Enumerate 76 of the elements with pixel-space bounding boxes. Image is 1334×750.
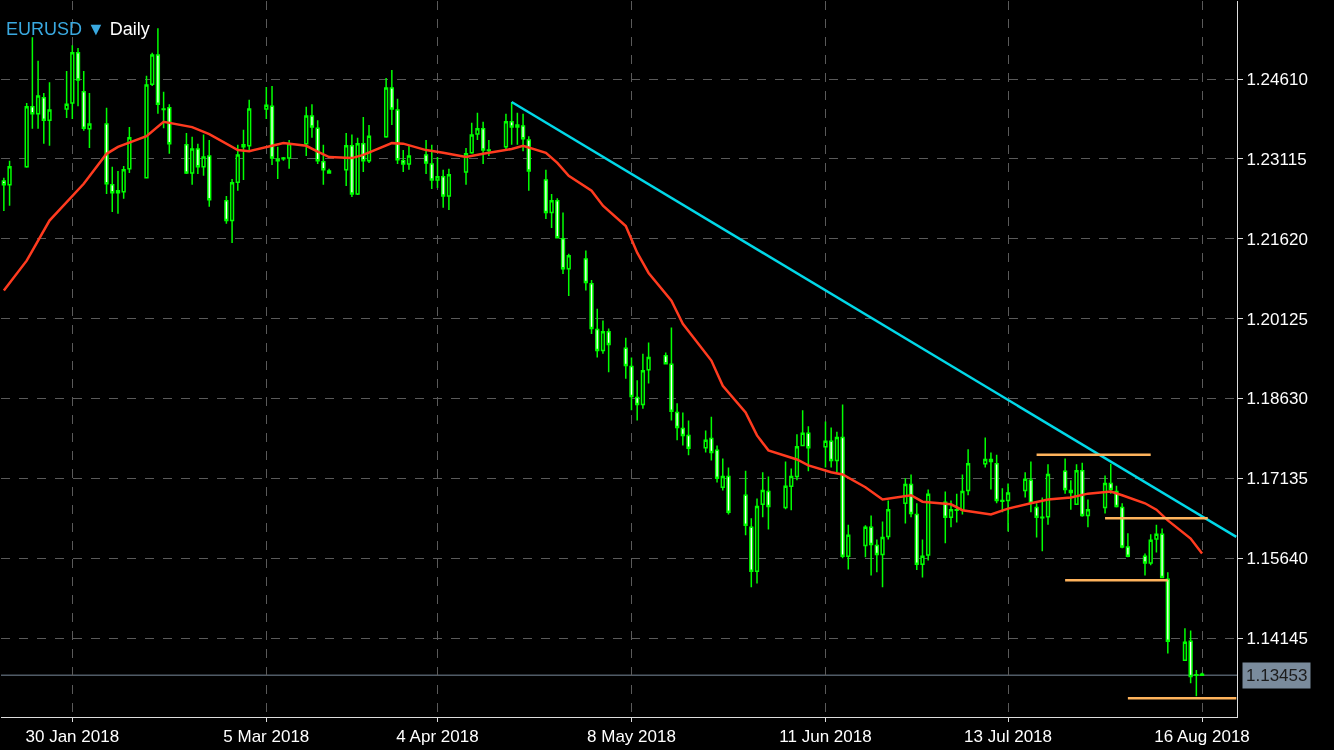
y-tick-label: 1.14145 bbox=[1246, 629, 1308, 649]
candlestick bbox=[1085, 498, 1091, 529]
candlestick bbox=[600, 319, 606, 355]
candlestick bbox=[754, 497, 760, 585]
candlestick bbox=[309, 103, 315, 139]
candlestick bbox=[463, 147, 469, 186]
text: EURUSD ▼ bbox=[5, 19, 105, 40]
line-series bbox=[2, 120, 1204, 555]
candlestick bbox=[948, 499, 954, 529]
candlestick bbox=[886, 499, 891, 541]
candlestick bbox=[235, 143, 240, 192]
candlestick bbox=[1165, 571, 1170, 655]
candlestick bbox=[75, 47, 81, 108]
x-tick-label: 11 Jun 2018 bbox=[779, 727, 872, 747]
candlestick bbox=[583, 249, 588, 292]
x-tick-label: 13 Jul 2018 bbox=[964, 727, 1053, 747]
candlestick bbox=[366, 124, 372, 164]
candlestick bbox=[749, 517, 754, 588]
candlestick bbox=[383, 77, 389, 139]
y-tick-label: 1.23115 bbox=[1246, 149, 1307, 169]
candlestick bbox=[629, 356, 634, 412]
candlestick bbox=[943, 490, 948, 545]
candlestick bbox=[1142, 552, 1148, 577]
candlestick bbox=[1045, 463, 1051, 526]
candlestick bbox=[155, 27, 161, 115]
y-tick-label: 1.15640 bbox=[1246, 549, 1308, 569]
candlestick bbox=[589, 279, 594, 335]
candlestick bbox=[1125, 532, 1131, 558]
candlestick bbox=[674, 402, 680, 441]
candlestick bbox=[1062, 457, 1068, 495]
ref-line-label: 1.13453 bbox=[1246, 666, 1308, 685]
candlestick bbox=[104, 107, 109, 195]
y-tick-label: 1.24610 bbox=[1246, 69, 1308, 89]
text: Daily bbox=[109, 19, 150, 40]
candlestick bbox=[344, 132, 349, 187]
candlestick bbox=[486, 139, 491, 157]
candlestick bbox=[1102, 474, 1108, 515]
candlestick bbox=[264, 86, 269, 120]
candlestick bbox=[988, 451, 994, 491]
candlestick bbox=[304, 106, 309, 157]
candlestick bbox=[1108, 462, 1113, 495]
candlestick bbox=[115, 170, 121, 215]
candlestick bbox=[566, 252, 571, 297]
candlestick bbox=[446, 168, 452, 211]
x-tick-label: 5 Mar 2018 bbox=[223, 727, 310, 747]
candlestick bbox=[743, 469, 748, 537]
candlestick bbox=[560, 211, 566, 275]
y-tick-label: 1.20125 bbox=[1246, 309, 1308, 329]
candlestick bbox=[423, 139, 429, 175]
x-tick-label: 30 Jan 2018 bbox=[25, 727, 120, 747]
candlestick bbox=[269, 85, 275, 166]
candlestick bbox=[640, 352, 646, 410]
candlestick bbox=[635, 379, 640, 422]
candlestick bbox=[983, 436, 988, 469]
candlestick bbox=[960, 473, 965, 516]
x-tick-label: 4 Apr 2018 bbox=[396, 727, 479, 747]
candlestick bbox=[1023, 471, 1028, 499]
candlestick bbox=[1028, 460, 1034, 514]
candlestick bbox=[954, 492, 959, 524]
y-tick-label: 1.18630 bbox=[1246, 389, 1308, 409]
candlestick bbox=[965, 448, 971, 496]
candlestick bbox=[406, 145, 412, 171]
candlestick bbox=[623, 336, 628, 380]
candlestick bbox=[1120, 502, 1125, 549]
candlestick bbox=[606, 327, 611, 374]
y-tick-label: 1.21620 bbox=[1246, 229, 1308, 249]
candlestick bbox=[401, 149, 406, 173]
candlestick bbox=[503, 112, 509, 150]
candlestick bbox=[595, 308, 600, 359]
x-tick-label: 16 Aug 2018 bbox=[1154, 727, 1250, 747]
y-tick-label: 1.17135 bbox=[1246, 469, 1308, 489]
candlestick bbox=[646, 341, 651, 385]
x-tick-label: 8 May 2018 bbox=[587, 727, 676, 747]
candlestick bbox=[526, 135, 531, 192]
candlestick bbox=[110, 165, 115, 213]
candlestick bbox=[794, 433, 800, 482]
